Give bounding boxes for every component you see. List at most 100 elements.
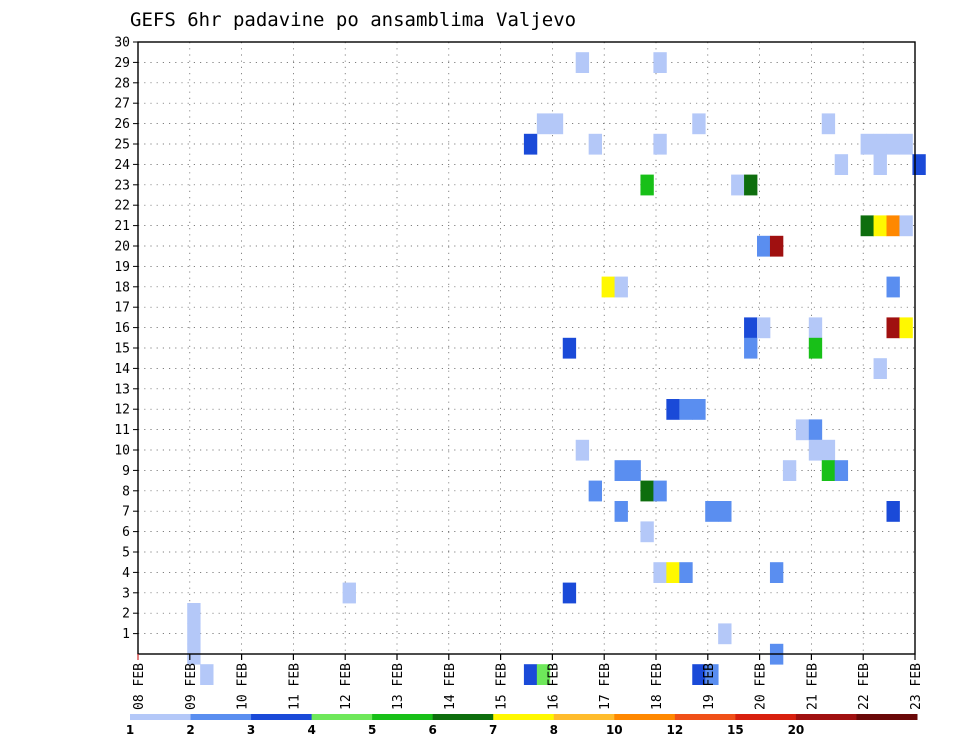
data-cell [692,113,706,135]
data-cell [588,480,603,502]
data-cell [834,460,849,481]
data-cell [692,399,706,420]
data-cell [666,562,680,583]
legend-label: 6 [429,723,437,737]
legend-color-segment [190,714,252,720]
y-tick-label: 14 [114,362,130,377]
legend-label: 10 [606,723,623,737]
legend-color-segment [553,714,615,720]
data-cell [886,276,900,298]
data-cell [575,52,590,73]
legend-label: 2 [186,723,194,737]
data-cell [782,460,797,481]
x-tick-label: 22 FEB [857,663,872,710]
y-tick-label: 6 [122,525,130,540]
y-tick-label: 28 [114,76,130,91]
y-tick-label: 26 [114,117,130,132]
x-axis: 08 FEB 09 FEB 10 FEB 11 FEB 12 FEB 13 FEB 14 F… [132,654,924,710]
y-tick-label: 4 [122,566,130,581]
data-cell [549,113,564,135]
y-axis: 1234567891011121314151617181920212223242… [114,36,138,642]
x-tick-label: 08 FEB [132,663,147,710]
data-cell [808,439,823,461]
data-cell [666,399,680,420]
y-tick-label: 18 [114,280,130,295]
data-cell [640,480,654,502]
x-tick-label: 09 FEB [184,663,199,710]
data-cell [886,133,900,155]
data-cell [899,215,913,237]
data-cell [692,664,706,685]
data-cell [536,113,551,135]
data-cell [821,439,836,461]
data-cell [705,664,719,685]
data-cell [342,582,356,604]
data-cell [575,439,590,461]
data-cell [705,501,719,522]
y-tick-label: 8 [122,484,130,499]
data-cell [744,337,758,359]
data-cell [834,154,849,175]
legend-color-segment [432,714,494,720]
legend-label: 5 [368,723,376,737]
data-cell [523,664,538,685]
data-cell [653,52,667,73]
legend-color-segment [251,714,313,720]
data-cell [731,174,745,196]
legend-color-segment [856,714,918,720]
chart-title: GEFS 6hr padavine po ansamblima Valjevo [130,9,576,31]
y-tick-label: 19 [114,260,130,275]
color-legend: 1 2 3 4 5 6 7 8 10 12 15 20 [126,714,918,737]
data-cell [562,582,577,604]
y-tick-label: 29 [114,56,130,71]
legend-label: 7 [489,723,497,737]
data-cell [873,133,887,155]
data-cell [200,664,214,685]
data-cell [187,623,201,645]
data-cell [562,337,577,359]
data-cell [821,113,836,135]
x-tick-label: 23 FEB [909,663,924,710]
data-cell [808,419,823,441]
data-cell [795,419,810,441]
legend-label: 4 [307,723,315,737]
y-tick-label: 22 [114,199,130,214]
legend-color-segment [735,714,797,720]
data-cell [679,562,693,583]
legend-color-segment [614,714,676,720]
data-cell [614,501,628,522]
legend-color-segment [372,714,434,720]
y-tick-label: 2 [122,607,130,622]
data-cell [769,562,784,583]
data-cell [601,276,615,298]
data-cell [860,133,874,155]
legend-label: 15 [727,723,744,737]
y-tick-label: 17 [114,301,130,316]
y-tick-label: 21 [114,219,130,234]
data-cell [653,562,667,583]
data-cell [808,337,823,359]
data-cell [187,603,201,624]
legend-color-segment [130,714,192,720]
legend-label: 1 [126,723,134,737]
data-cell [757,235,771,257]
data-cell [523,133,538,155]
data-cell [821,460,836,481]
x-tick-label: 13 FEB [391,663,406,710]
data-cell [653,480,667,502]
data-cell [808,317,823,339]
x-tick-label: 14 FEB [443,663,458,710]
data-cell [873,358,887,379]
data-cells [187,52,926,685]
x-tick-label: 16 FEB [546,663,561,710]
x-tick-label: 15 FEB [495,663,510,710]
data-cell [588,133,603,155]
data-cell [757,317,771,339]
data-cell [873,154,887,175]
data-cell [614,276,628,298]
data-cell [769,235,784,257]
legend-label: 12 [666,723,683,737]
data-cell [744,317,758,339]
y-tick-label: 25 [114,138,130,153]
